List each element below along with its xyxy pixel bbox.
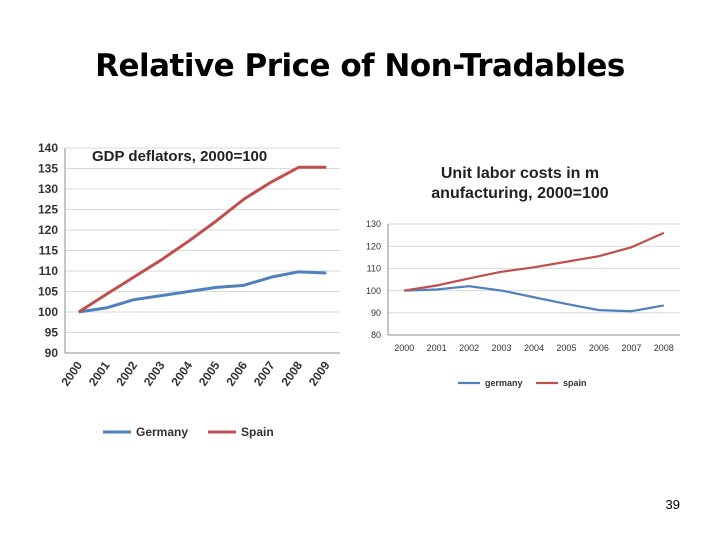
x-tick-label: 2000 bbox=[58, 358, 85, 388]
y-tick-label: 120 bbox=[366, 241, 381, 251]
legend-label-germany: germany bbox=[485, 378, 523, 388]
y-tick-label: 95 bbox=[45, 326, 59, 340]
x-tick-label: 2008 bbox=[654, 343, 674, 353]
y-tick-label: 100 bbox=[38, 305, 58, 319]
y-tick-label: 105 bbox=[38, 285, 58, 299]
x-tick-label: 2006 bbox=[223, 358, 250, 388]
y-tick-label: 110 bbox=[367, 264, 381, 274]
chart-title: Unit labor costs in m anufacturing, 2000=… bbox=[431, 165, 609, 202]
y-tick-label: 100 bbox=[366, 286, 381, 296]
page-number: 39 bbox=[665, 497, 680, 512]
x-tick-label: 2005 bbox=[196, 358, 223, 388]
x-tick-label: 2007 bbox=[621, 343, 641, 353]
y-tick-label: 125 bbox=[38, 203, 58, 217]
y-tick-label: 110 bbox=[39, 264, 59, 278]
y-tick-label: 130 bbox=[366, 219, 381, 229]
y-tick-label: 140 bbox=[38, 141, 58, 155]
x-tick-label: 2002 bbox=[113, 358, 140, 388]
series-line-germany bbox=[78, 270, 327, 314]
x-tick-label: 2007 bbox=[251, 358, 278, 388]
y-tick-label: 130 bbox=[38, 182, 58, 196]
x-tick-label: 2008 bbox=[278, 358, 305, 388]
slide-title: Relative Price of Non-Tradables bbox=[95, 48, 625, 84]
x-tick-label: 2001 bbox=[427, 343, 447, 353]
x-tick-label: 2004 bbox=[168, 358, 195, 388]
y-tick-label: 115 bbox=[39, 244, 59, 258]
x-tick-label: 2006 bbox=[589, 343, 609, 353]
y-tick-label: 90 bbox=[45, 346, 59, 360]
x-tick-label: 2003 bbox=[492, 343, 512, 353]
series-line-spain bbox=[404, 231, 665, 292]
x-tick-label: 2009 bbox=[306, 358, 333, 388]
x-tick-label: 2003 bbox=[141, 358, 168, 388]
series-line-germany bbox=[404, 285, 664, 313]
x-tick-label: 2004 bbox=[524, 343, 544, 353]
x-tick-label: 2001 bbox=[86, 358, 113, 388]
chart-title-line: Unit labor costs in m bbox=[441, 165, 599, 182]
x-tick-label: 2000 bbox=[394, 343, 414, 353]
y-tick-label: 135 bbox=[38, 162, 58, 176]
unit-labor-cost-chart: 80 90 100 110 120 130 2000 2001 2002 2003 2004 2005… bbox=[366, 165, 680, 388]
legend-label-germany: Germany bbox=[136, 425, 188, 439]
series-line-spain bbox=[77, 165, 327, 314]
chart-title-line: anufacturing, 2000=100 bbox=[431, 185, 609, 202]
chart-title: GDP deflators, 2000=100 bbox=[92, 148, 267, 165]
y-tick-label: 120 bbox=[38, 223, 58, 237]
y-tick-label: 90 bbox=[371, 308, 381, 318]
x-tick-label: 2005 bbox=[556, 343, 576, 353]
legend-label-spain: spain bbox=[563, 378, 587, 388]
x-tick-label: 2002 bbox=[459, 343, 479, 353]
y-tick-label: 80 bbox=[371, 330, 381, 340]
legend-label-spain: Spain bbox=[241, 425, 274, 439]
